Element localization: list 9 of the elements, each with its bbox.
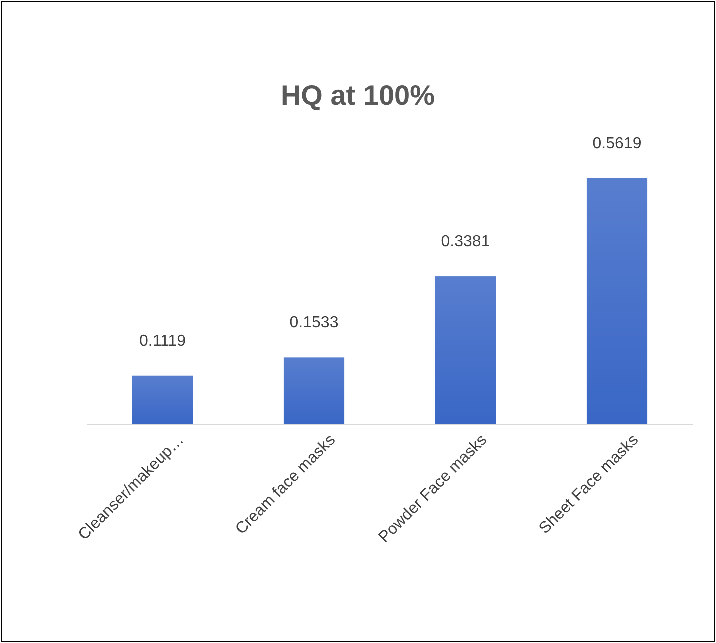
bar [284, 358, 345, 425]
bar [586, 178, 648, 425]
chart-title: HQ at 100% [280, 80, 436, 111]
data-label: 0.1119 [139, 332, 186, 350]
bar [435, 276, 496, 425]
data-label: 0.3381 [441, 234, 490, 251]
data-label: 0.5619 [592, 135, 642, 152]
data-label: 0.1533 [290, 314, 339, 332]
bar [132, 376, 194, 425]
